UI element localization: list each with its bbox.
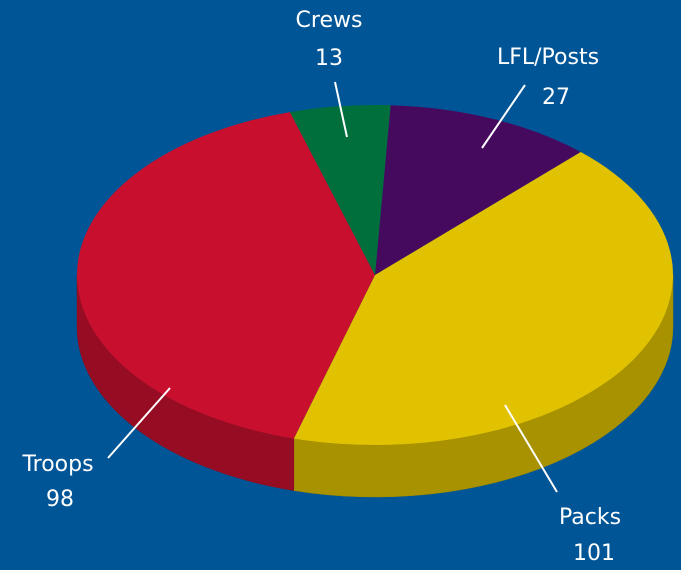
leader-line xyxy=(504,404,558,493)
slice-label: Packs xyxy=(559,505,621,530)
slice xyxy=(77,112,375,439)
slice-label: LFL/Posts xyxy=(497,45,599,70)
slice-value: 101 xyxy=(573,541,615,566)
slice-label: Crews xyxy=(296,8,363,33)
slice xyxy=(375,105,581,276)
slice xyxy=(289,105,391,275)
slice xyxy=(293,152,673,445)
slice-value: 27 xyxy=(542,85,570,110)
leader-line xyxy=(481,84,526,149)
slice-label: Troops xyxy=(21,452,93,477)
leader-line xyxy=(334,81,348,138)
slice-value: 98 xyxy=(46,487,74,512)
slice-value: 13 xyxy=(315,46,343,71)
leader-line xyxy=(107,387,171,459)
